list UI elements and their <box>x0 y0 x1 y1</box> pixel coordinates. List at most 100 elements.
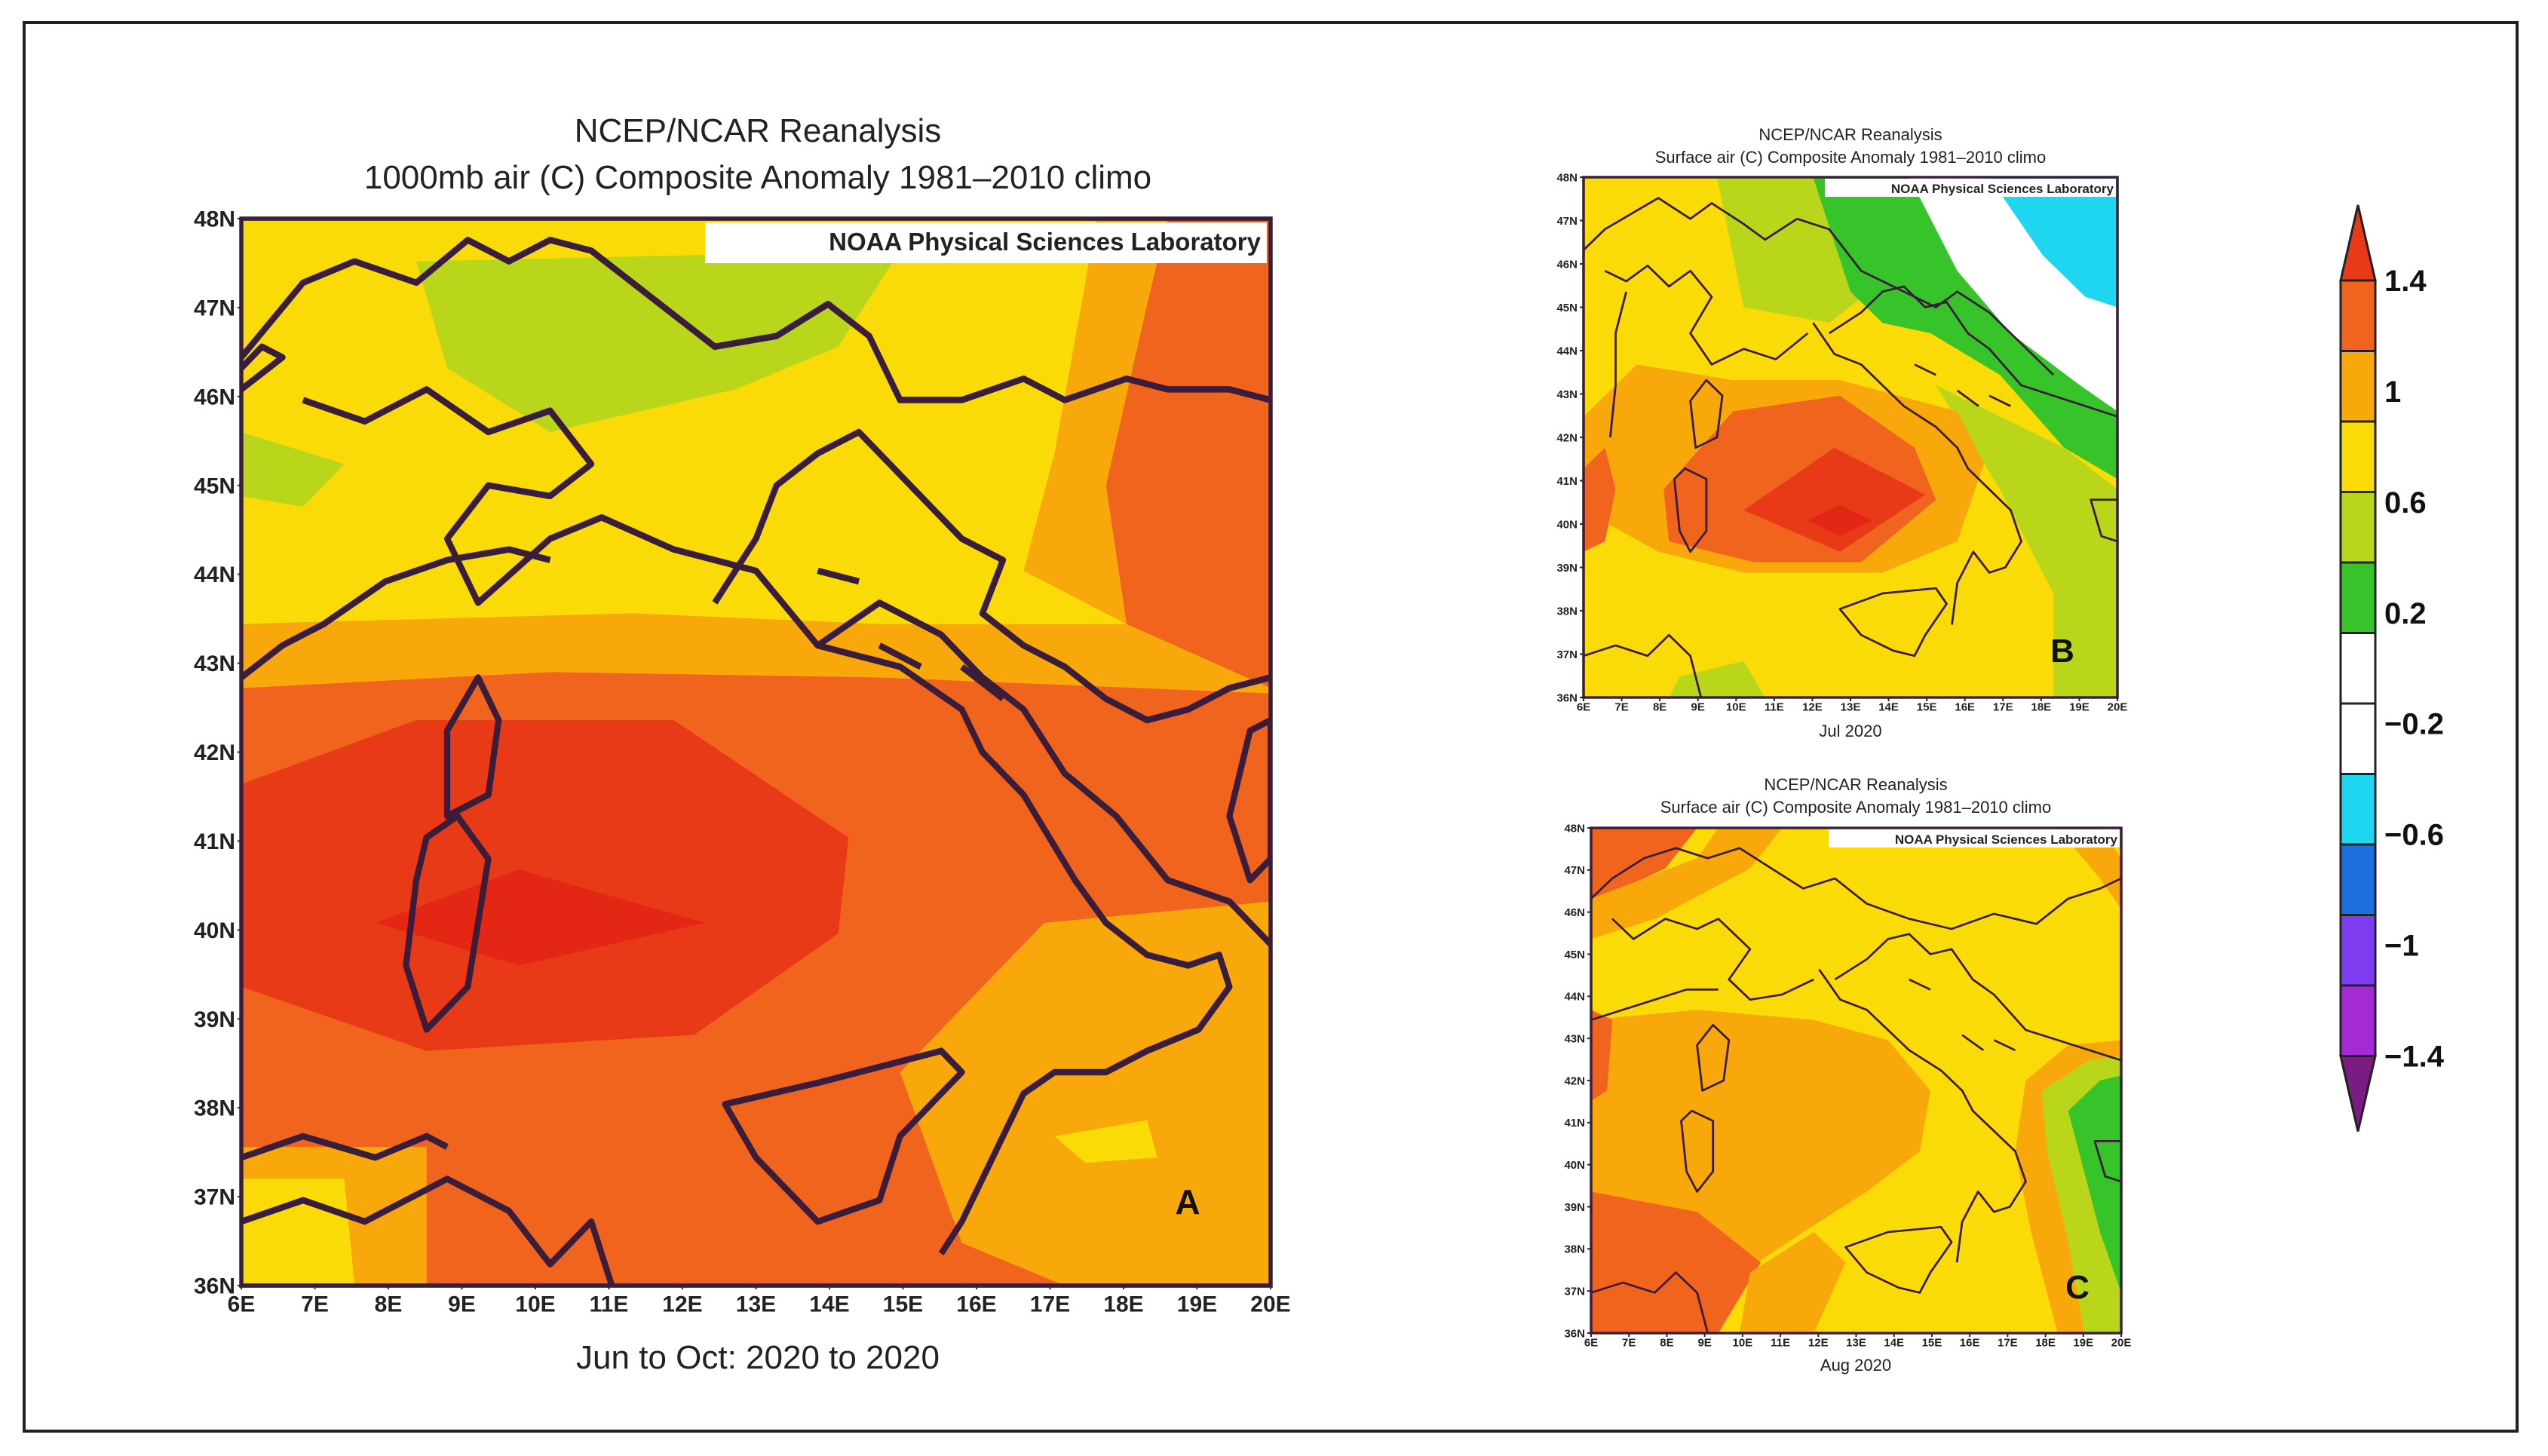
panel-b-lon-tick: 16E <box>1955 700 1975 713</box>
colorbar-segment <box>2339 984 2377 1057</box>
panel-a-credit-box <box>705 222 1267 263</box>
panel-b-credit-box <box>1825 179 2116 197</box>
panel-a-credit: NOAA Physical Sciences Laboratory <box>829 228 1261 256</box>
panel-c-lat-tick: 39N <box>1564 1201 1585 1214</box>
panel-b-lat-tick: 38N <box>1556 605 1578 618</box>
panel-a-title-line2: 1000mb air (C) Composite Anomaly 1981–20… <box>364 159 1151 196</box>
panel-a-lon-tick: 18E <box>1103 1292 1143 1317</box>
panel-c-lon-tick: 8E <box>1660 1336 1673 1349</box>
panel-c-lat-tick: 41N <box>1564 1117 1585 1130</box>
panel-b-lon-tick: 11E <box>1765 700 1784 713</box>
panel-c-lat-tick: 44N <box>1564 991 1585 1004</box>
colorbar-top-arrow <box>2339 204 2377 282</box>
panel-b-lon-tick: 6E <box>1577 700 1590 713</box>
panel-b-label: B <box>2050 633 2074 670</box>
panel-c-lat-axis: 48N 47N 46N 45N 44N 43N 42N 41N 40N 39N 38N 37N 36N <box>1564 822 1591 1340</box>
panel-c-lon-tick: 13E <box>1846 1336 1866 1349</box>
panel-b-title-line2: Surface air (C) Composite Anomaly 1981–2… <box>1655 148 2046 167</box>
panel-a-lon-axis: 6E 7E 8E 9E 10E 11E 12E 13E 14E 15E 16E 17E 18E 19E 20… <box>228 1286 1291 1317</box>
panel-c-lon-tick: 11E <box>1771 1336 1790 1349</box>
panel-b-lat-axis: 48N 47N 46N 45N 44N 43N 42N 41N 40N 39N 38N 37N 36N <box>1556 171 1584 704</box>
panel-c-lon-tick: 17E <box>1998 1336 2018 1349</box>
panel-b-lat-tick: 47N <box>1556 215 1578 228</box>
panel-a-lat-axis: 48N 47N 46N 45N 44N 43N 42N 41N 40N 39N 38N 37N 36N <box>194 207 241 1299</box>
panel-c-lon-tick: 15E <box>1922 1336 1942 1349</box>
panel-a-lon-tick: 14E <box>809 1292 849 1317</box>
panel-c-lon-tick: 20E <box>2111 1336 2132 1349</box>
panel-a-lat-tick: 43N <box>194 651 235 676</box>
panel-c-lon-tick: 6E <box>1584 1336 1598 1349</box>
panel-a-lat-tick: 36N <box>194 1274 235 1299</box>
colorbar-segment <box>2339 491 2377 564</box>
colorbar-tick-label: −1 <box>2384 930 2419 963</box>
panel-a-lon-tick: 13E <box>736 1292 776 1317</box>
panel-b-lat-tick: 39N <box>1556 562 1578 575</box>
panel-a: NCEP/NCAR Reanalysis 1000mb air (C) Comp… <box>194 112 1291 1376</box>
panel-b-lat-tick: 43N <box>1556 388 1578 401</box>
colorbar-tick-label: 1.4 <box>2384 265 2427 298</box>
colorbar-segment <box>2339 773 2377 846</box>
panel-a-lat-tick: 46N <box>194 385 235 409</box>
panel-b-lon-tick: 13E <box>1841 700 1861 713</box>
panel-c-map <box>1590 826 2123 1335</box>
panel-c-title-line2: Surface air (C) Composite Anomaly 1981–2… <box>1660 798 2051 817</box>
colorbar-tick-label: −0.2 <box>2384 708 2444 741</box>
colorbar-segment <box>2339 350 2377 423</box>
panel-a-lon-tick: 8E <box>375 1292 403 1317</box>
panel-b-lon-tick: 7E <box>1614 700 1628 713</box>
panel-a-map <box>239 216 1273 1288</box>
panel-a-lat-tick: 48N <box>194 207 235 232</box>
panel-b-lon-tick: 15E <box>1917 700 1937 713</box>
panel-c-lon-axis: 6E 7E 8E 9E 10E 11E 12E 13E 14E 15E 16E 17E 18E 19E 20… <box>1584 1333 2132 1349</box>
panel-c-title-line1: NCEP/NCAR Reanalysis <box>1764 775 1947 794</box>
panel-c-lon-tick: 14E <box>1884 1336 1904 1349</box>
panel-c-lon-tick: 16E <box>1960 1336 1980 1349</box>
panel-b-lon-tick: 9E <box>1691 700 1705 713</box>
panel-b-lat-tick: 41N <box>1556 475 1578 488</box>
panel-a-lat-tick: 39N <box>194 1007 235 1032</box>
panel-a-lon-tick: 16E <box>956 1292 996 1317</box>
panel-c-lat-tick: 43N <box>1564 1032 1585 1045</box>
colorbar-tick-label: −1.4 <box>2384 1041 2445 1074</box>
panel-a-lon-tick: 17E <box>1030 1292 1070 1317</box>
panel-a-lon-tick: 11E <box>590 1292 629 1317</box>
colorbar-tick-label: −0.6 <box>2384 819 2444 852</box>
panel-b-lon-tick: 17E <box>1993 700 2013 713</box>
panel-a-lon-tick: 7E <box>301 1292 329 1317</box>
panel-c-lat-tick: 37N <box>1564 1285 1585 1298</box>
panel-a-lon-tick: 19E <box>1177 1292 1217 1317</box>
panel-b-lon-axis: 6E 7E 8E 9E 10E 11E 12E 13E 14E 15E 16E 17E 18E 19E 20… <box>1577 697 2127 713</box>
panel-b: NCEP/NCAR Reanalysis Surface air (C) Com… <box>1556 125 2127 740</box>
panel-a-period: Jun to Oct: 2020 to 2020 <box>576 1339 940 1376</box>
panel-a-lon-tick: 9E <box>448 1292 476 1317</box>
colorbar-tick-label: 0.2 <box>2384 597 2427 630</box>
panel-b-map <box>1582 176 2119 699</box>
colorbar-bottom-arrow <box>2339 1055 2377 1132</box>
panel-a-lon-tick: 10E <box>515 1292 555 1317</box>
panel-b-lat-tick: 37N <box>1556 648 1578 661</box>
panel-a-lat-tick: 47N <box>194 296 235 320</box>
panel-c-lat-tick: 45N <box>1564 949 1585 961</box>
panel-c-lat-tick: 42N <box>1564 1074 1585 1087</box>
colorbar-segment <box>2339 914 2377 987</box>
panel-a-title-line1: NCEP/NCAR Reanalysis <box>575 112 942 149</box>
panel-c-lat-tick: 46N <box>1564 906 1585 919</box>
panel-c-lat-tick: 47N <box>1564 864 1585 877</box>
panel-b-lat-tick: 48N <box>1556 171 1578 184</box>
panel-c: NCEP/NCAR Reanalysis Surface air (C) Com… <box>1564 775 2131 1375</box>
panel-c-lon-tick: 18E <box>2035 1336 2056 1349</box>
panel-a-lat-tick: 37N <box>194 1185 235 1210</box>
panel-b-lon-tick: 12E <box>1802 700 1823 713</box>
panel-c-lon-tick: 7E <box>1622 1336 1636 1349</box>
colorbar-segment <box>2339 632 2377 705</box>
colorbar-tick-label: 1 <box>2384 375 2401 409</box>
panel-b-lat-tick: 45N <box>1556 302 1578 314</box>
figure-frame <box>23 21 2519 1433</box>
panel-a-lat-tick: 38N <box>194 1096 235 1121</box>
panel-b-lat-tick: 36N <box>1556 691 1578 704</box>
panel-c-label: C <box>2065 1269 2090 1306</box>
panel-a-lon-tick: 15E <box>883 1292 923 1317</box>
panel-a-lon-tick: 20E <box>1250 1292 1290 1317</box>
colorbar: 1.4 1 0.6 0.2 −0.2 −0.6 −1 −1.4 <box>2339 204 2445 1132</box>
colorbar-segment <box>2339 279 2377 352</box>
